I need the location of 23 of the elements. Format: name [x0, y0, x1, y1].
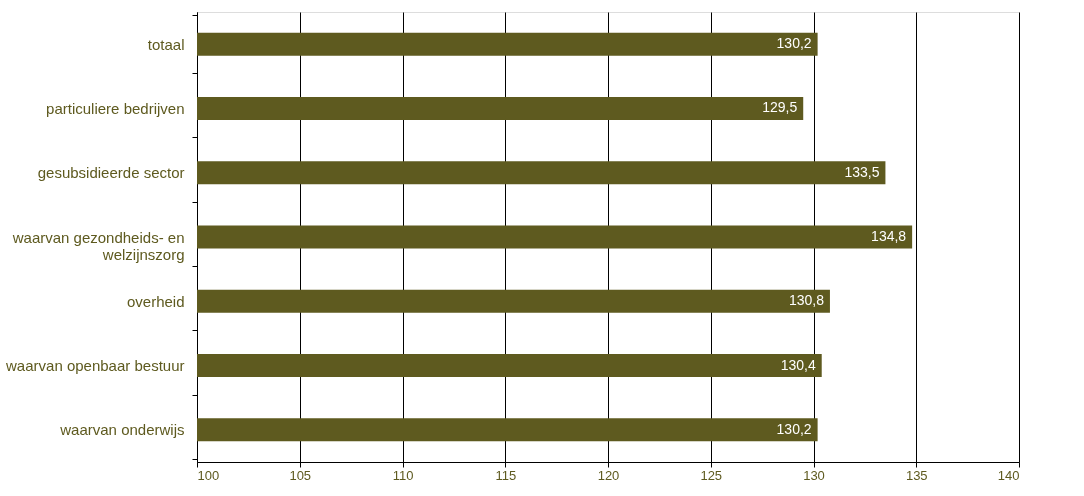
x-tick-label: 140: [997, 467, 1020, 483]
x-tick-label: 130: [803, 467, 825, 483]
y-tick-label: particuliere bedrijven: [46, 99, 185, 117]
data-label: 130,4: [780, 356, 816, 373]
x-tick-label: 125: [700, 467, 723, 483]
y-tick-label: gesubsidieerde sector: [37, 164, 185, 182]
x-tick-label: 115: [495, 467, 517, 483]
x-tick-label: 110: [392, 467, 414, 483]
data-label: 133,5: [844, 163, 880, 180]
data-label: 134,8: [871, 228, 907, 244]
data-label: 130,2: [776, 35, 812, 52]
x-tick-label: 100: [197, 467, 220, 483]
data-label: 130,8: [788, 292, 825, 309]
data-label: 129,5: [762, 99, 798, 116]
x-tick-label: 120: [597, 467, 620, 483]
y-tick-label: totaal: [147, 35, 185, 53]
y-tick-label: overheid: [126, 292, 185, 310]
x-tick-label: 135: [905, 467, 928, 483]
y-tick-label: waarvan gezondheids- en welzijnszorg: [11, 228, 185, 263]
y-tick-label: waarvan openbaar bestuur: [5, 357, 185, 375]
data-label: 130,2: [776, 420, 812, 437]
x-tick-label: 105: [289, 467, 312, 483]
y-tick-label: waarvan onderwijs: [59, 421, 185, 439]
